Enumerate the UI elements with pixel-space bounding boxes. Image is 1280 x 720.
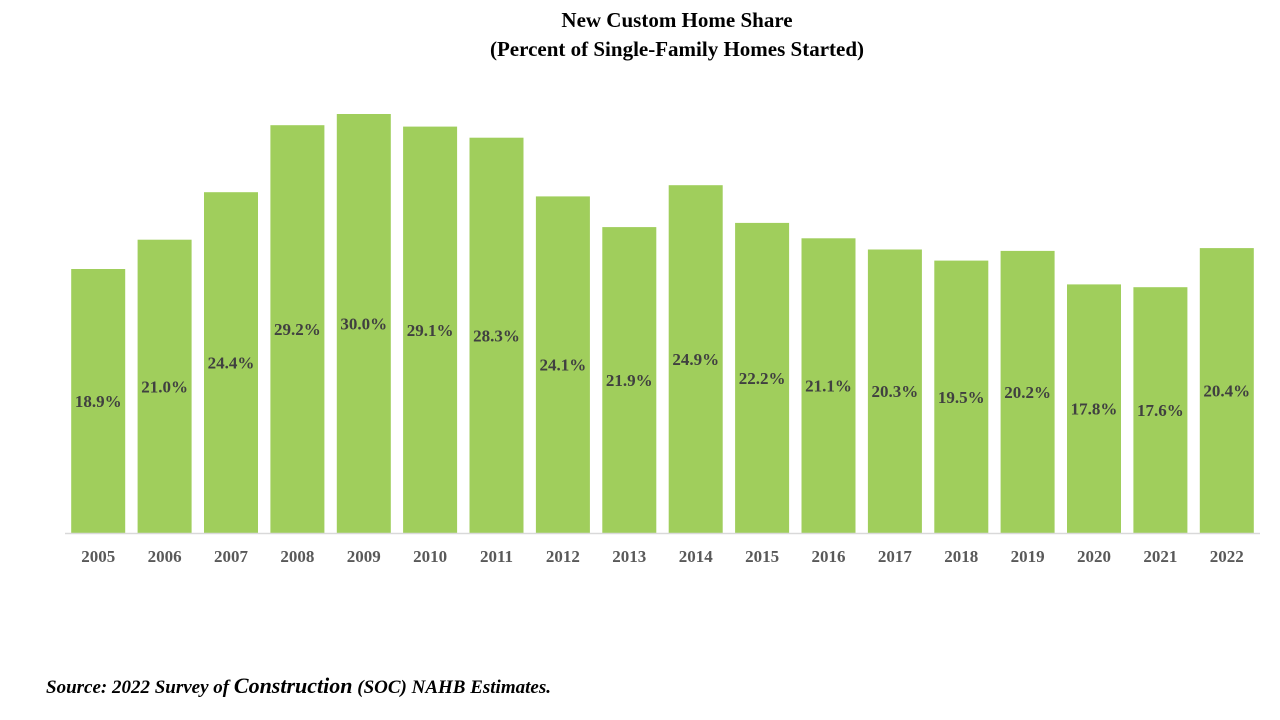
x-tick-label-2022: 2022 (1210, 547, 1244, 566)
data-label-2017: 20.3% (872, 382, 919, 401)
x-tick-label-2013: 2013 (612, 547, 646, 566)
source-note-part3: (SOC) NAHB Estimates. (352, 677, 551, 698)
bar-2018 (934, 260, 989, 533)
data-label-2012: 24.1% (540, 356, 587, 375)
source-note-part2: Construction (233, 673, 353, 698)
x-tick-label-2010: 2010 (413, 547, 447, 566)
x-tick-label-2021: 2021 (1143, 547, 1177, 566)
data-label-2020: 17.8% (1071, 400, 1118, 419)
chart-title: New Custom Home Share (561, 8, 793, 32)
data-label-2014: 24.9% (672, 350, 719, 369)
data-label-2013: 21.9% (606, 371, 653, 390)
bar-2021 (1133, 287, 1188, 533)
x-tick-label-2017: 2017 (878, 547, 913, 566)
x-tick-label-2011: 2011 (480, 547, 513, 566)
bar-2009 (336, 114, 391, 533)
bar-2014 (668, 185, 723, 533)
x-tick-label-2015: 2015 (745, 547, 779, 566)
x-tick-label-2016: 2016 (812, 547, 846, 566)
data-label-2016: 21.1% (805, 377, 852, 396)
data-label-2009: 30.0% (340, 315, 387, 334)
source-note-part1: Source: 2022 Survey of (46, 677, 234, 698)
source-note: Source: 2022 Survey of Construction (SOC… (46, 673, 551, 699)
chart-subtitle: (Percent of Single-Family Homes Started) (489, 37, 865, 61)
x-tick-label-2014: 2014 (679, 547, 714, 566)
x-tick-label-2005: 2005 (81, 547, 115, 566)
x-tick-label-2019: 2019 (1011, 547, 1045, 566)
data-label-2021: 17.6% (1137, 401, 1184, 420)
data-label-2015: 22.2% (739, 369, 786, 388)
data-label-2018: 19.5% (938, 388, 985, 407)
data-label-2005: 18.9% (75, 392, 122, 411)
data-label-2007: 24.4% (208, 354, 255, 373)
bar-chart: 18.9% 2005 21.0% 2006 24.4% 2007 29.2% 2008 30.0… (65, 114, 1260, 566)
bar-2011 (469, 137, 524, 533)
x-tick-label-2008: 2008 (280, 547, 314, 566)
bar-2016 (801, 238, 856, 534)
data-label-2011: 28.3% (473, 326, 520, 345)
bar-2015 (735, 222, 790, 533)
x-tick-label-2018: 2018 (944, 547, 978, 566)
x-tick-label-2006: 2006 (148, 547, 182, 566)
bar-2005 (71, 269, 126, 533)
data-label-2019: 20.2% (1004, 383, 1051, 402)
data-label-2010: 29.1% (407, 321, 454, 340)
x-tick-label-2012: 2012 (546, 547, 580, 566)
bar-2007 (204, 192, 258, 533)
bar-2008 (270, 125, 325, 533)
bar-2019 (1000, 250, 1055, 533)
bar-2020 (1067, 284, 1121, 533)
data-label-2008: 29.2% (274, 320, 321, 339)
x-tick-label-2020: 2020 (1077, 547, 1111, 566)
x-tick-label-2009: 2009 (347, 547, 381, 566)
bar-2017 (867, 249, 922, 533)
x-tick-label-2007: 2007 (214, 547, 249, 566)
bar-2010 (403, 126, 458, 533)
bar-2012 (535, 196, 590, 533)
bar-2006 (137, 239, 192, 533)
bar-2013 (602, 227, 657, 533)
bar-2022 (1199, 248, 1254, 533)
data-label-2022: 20.4% (1203, 382, 1250, 401)
data-label-2006: 21.0% (141, 377, 188, 396)
